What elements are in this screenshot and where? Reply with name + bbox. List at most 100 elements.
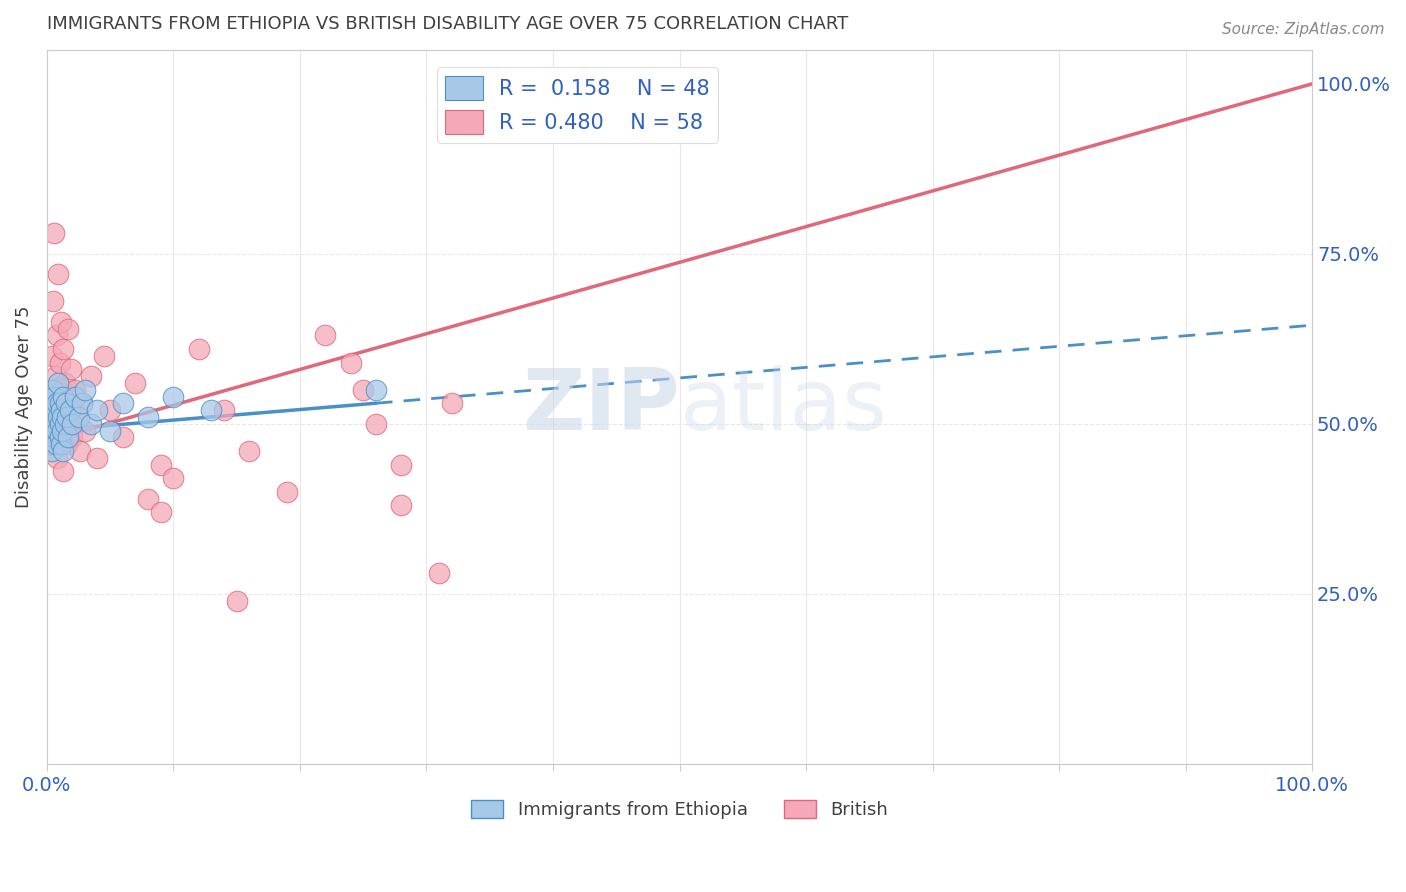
Point xyxy=(66,410,89,425)
Point xyxy=(46,424,69,438)
Point xyxy=(37,417,59,431)
Point xyxy=(51,430,73,444)
Point xyxy=(39,437,62,451)
Point xyxy=(37,417,59,431)
Point xyxy=(46,424,69,438)
Point xyxy=(41,349,63,363)
Point xyxy=(58,430,80,444)
Point xyxy=(48,417,70,431)
Point xyxy=(55,396,77,410)
Point xyxy=(389,499,412,513)
Point xyxy=(149,505,172,519)
Point xyxy=(44,227,66,241)
Point xyxy=(38,403,60,417)
Point xyxy=(136,491,159,506)
Point xyxy=(48,396,70,410)
Point xyxy=(46,450,69,465)
Point xyxy=(352,383,374,397)
Point xyxy=(49,403,72,417)
Point xyxy=(136,410,159,425)
Point xyxy=(69,444,91,458)
Point xyxy=(49,315,72,329)
Point xyxy=(73,424,96,438)
Point xyxy=(149,458,172,472)
Point xyxy=(42,403,65,417)
Point xyxy=(48,430,70,444)
Point xyxy=(48,356,70,370)
Point xyxy=(38,430,60,444)
Point xyxy=(67,410,90,425)
Point xyxy=(389,458,412,472)
Point xyxy=(51,424,73,438)
Point xyxy=(41,410,63,425)
Point xyxy=(200,403,222,417)
Point xyxy=(42,294,65,309)
Point xyxy=(427,566,450,581)
Point xyxy=(46,328,69,343)
Point xyxy=(124,376,146,390)
Point xyxy=(45,369,67,384)
Text: atlas: atlas xyxy=(679,366,887,449)
Point xyxy=(41,424,63,438)
Point xyxy=(46,410,69,425)
Point xyxy=(339,356,361,370)
Point xyxy=(55,417,77,431)
Point xyxy=(49,437,72,451)
Point xyxy=(238,444,260,458)
Point xyxy=(52,465,75,479)
Legend: Immigrants from Ethiopia, British: Immigrants from Ethiopia, British xyxy=(464,792,896,826)
Point xyxy=(162,390,184,404)
Point xyxy=(44,430,66,444)
Point xyxy=(276,484,298,499)
Point xyxy=(59,362,82,376)
Point xyxy=(98,403,121,417)
Point xyxy=(111,396,134,410)
Point xyxy=(364,417,387,431)
Point xyxy=(42,383,65,397)
Point xyxy=(53,417,76,431)
Point xyxy=(364,383,387,397)
Point xyxy=(56,410,79,425)
Point xyxy=(39,437,62,451)
Point xyxy=(80,369,103,384)
Point xyxy=(440,396,463,410)
Point xyxy=(51,410,73,425)
Point xyxy=(72,396,94,410)
Point xyxy=(187,342,209,356)
Point xyxy=(53,376,76,390)
Point xyxy=(86,450,108,465)
Text: IMMIGRANTS FROM ETHIOPIA VS BRITISH DISABILITY AGE OVER 75 CORRELATION CHART: IMMIGRANTS FROM ETHIOPIA VS BRITISH DISA… xyxy=(46,15,848,33)
Y-axis label: Disability Age Over 75: Disability Age Over 75 xyxy=(15,306,32,508)
Point xyxy=(49,437,72,451)
Point xyxy=(60,430,83,444)
Point xyxy=(39,396,62,410)
Point xyxy=(45,417,67,431)
Point xyxy=(63,390,86,404)
Point xyxy=(42,430,65,444)
Point xyxy=(60,417,83,431)
Point xyxy=(225,593,247,607)
Point xyxy=(56,437,79,451)
Point xyxy=(63,383,86,397)
Point xyxy=(38,403,60,417)
Point xyxy=(44,396,66,410)
Point xyxy=(72,396,94,410)
Point xyxy=(58,321,80,335)
Point xyxy=(73,383,96,397)
Point xyxy=(45,437,67,451)
Point xyxy=(44,410,66,425)
Point xyxy=(98,424,121,438)
Point xyxy=(212,403,235,417)
Point xyxy=(111,430,134,444)
Point xyxy=(45,417,67,431)
Point xyxy=(59,403,82,417)
Text: ZIP: ZIP xyxy=(522,366,679,449)
Point xyxy=(46,376,69,390)
Text: Source: ZipAtlas.com: Source: ZipAtlas.com xyxy=(1222,22,1385,37)
Point xyxy=(162,471,184,485)
Point xyxy=(41,383,63,397)
Point xyxy=(52,342,75,356)
Point xyxy=(46,267,69,281)
Point xyxy=(45,403,67,417)
Point xyxy=(52,444,75,458)
